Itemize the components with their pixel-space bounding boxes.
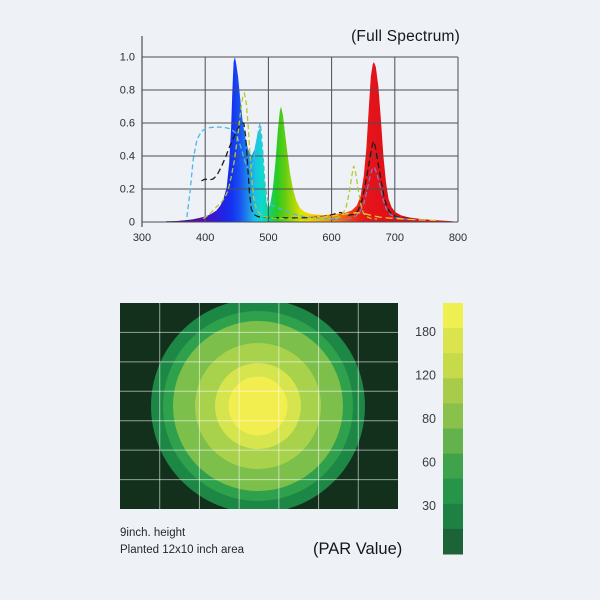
par-rings [151,303,365,509]
par-caption-height-line: 9inch. height [120,527,186,539]
colorbar-label: 60 [422,456,436,470]
dashed-yellow-curve [309,212,436,221]
y-tick-label: 0.8 [120,85,135,97]
colorbar-segment [443,503,463,530]
colorbar-segment [443,428,463,455]
x-tick-label: 800 [449,232,467,244]
dashed-violet-curve [330,166,422,221]
spectrum-chart-title: (Full Spectrum) [351,28,460,45]
colorbar-segment [443,303,463,329]
dashed-olive-curve [202,91,378,220]
dashed-cyan-curve [186,122,340,221]
spectrum-fill-area [166,57,453,222]
colorbar-segment [443,353,463,379]
x-tick-label: 600 [322,232,340,244]
y-tick-label: 1.0 [120,52,135,64]
spectrum-plot: 0 0.2 0.4 0.6 0.8 1.0 300 400 500 600 700 800 [120,36,467,244]
par-heatmap: 180 120 80 60 30 [120,303,463,555]
x-tick-label: 300 [133,232,151,244]
colorbar-label: 120 [415,369,436,383]
colorbar-label: 80 [422,412,436,426]
colorbar-segment [443,453,463,480]
y-tick-label: 0 [129,217,135,229]
colorbar-segment [443,403,463,429]
x-tick-label: 500 [259,232,277,244]
y-tick-label: 0.2 [120,184,135,196]
par-caption-area-line: Planted 12x10 inch area [120,544,245,556]
y-tick-label: 0.6 [120,118,135,130]
par-caption: 9inch. height Planted 12x10 inch area [120,525,244,559]
colorbar-label: 30 [422,499,436,513]
colorbar-segment [443,378,463,404]
colorbar-segment [443,528,463,555]
x-tick-label: 400 [196,232,214,244]
colorbar-segment [443,478,463,505]
x-tick-label: 700 [386,232,404,244]
colorbar-segment [443,328,463,354]
colorbar-label: 180 [415,325,436,339]
y-tick-label: 0.4 [120,151,135,163]
par-chart-title: (PAR Value) [313,540,403,558]
